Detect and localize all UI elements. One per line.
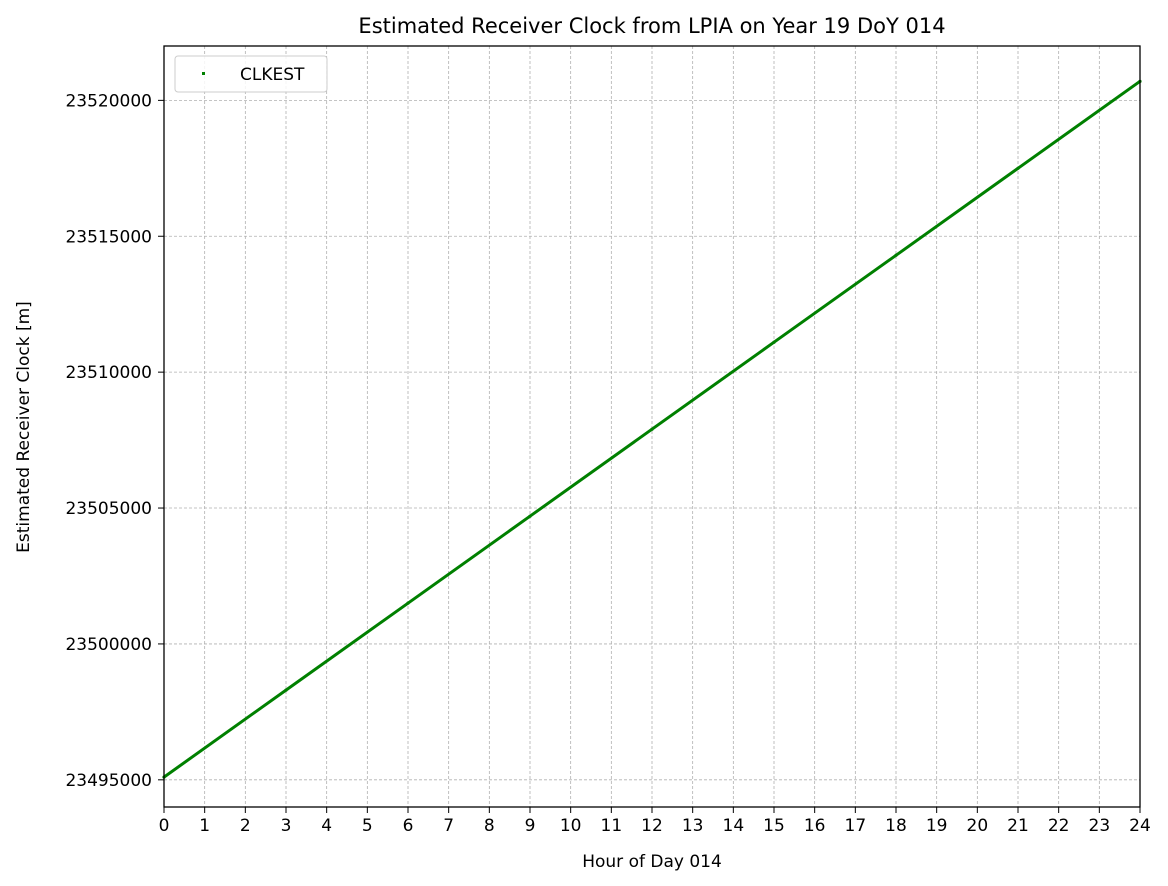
x-tick-label: 8 [484,816,495,836]
y-axis-label: Estimated Receiver Clock [m] [14,301,34,553]
x-tick-label: 1 [199,816,210,836]
y-tick-label: 23510000 [65,363,152,383]
y-tick-label: 23520000 [65,91,152,111]
x-tick-label: 13 [682,816,704,836]
y-tick-label: 23515000 [65,227,152,247]
legend-box [174,55,328,93]
y-tick-label: 23505000 [65,499,152,519]
legend: CLKEST [174,55,328,93]
data-point [772,340,776,344]
x-tick-label: 16 [804,816,826,836]
x-tick-label: 9 [525,816,536,836]
x-tick-label: 22 [1048,816,1070,836]
x-tick-label: 17 [845,816,867,836]
x-tick-label: 7 [443,816,454,836]
x-tick-label: 23 [1089,816,1111,836]
chart-title: Estimated Receiver Clock from LPIA on Ye… [358,14,945,38]
x-tick-label: 6 [403,816,414,836]
y-axis: 23495000 23500000 23505000 23510000 23515000… [65,91,164,791]
x-tick-label: 10 [560,816,582,836]
x-tick-label: 5 [362,816,373,836]
legend-label: CLKEST [240,65,305,85]
y-tick-label: 23495000 [65,771,152,791]
data-point [406,601,410,605]
x-tick-label: 12 [641,816,663,836]
x-tick-label: 21 [1007,816,1029,836]
data-point [894,253,898,257]
x-tick-label: 14 [723,816,745,836]
x-tick-label: 4 [321,816,332,836]
x-tick-label: 2 [240,816,251,836]
x-tick-label: 24 [1129,816,1151,836]
legend-marker [202,72,205,75]
x-tick-label: 18 [885,816,907,836]
x-tick-label: 3 [281,816,292,836]
x-tick-label: 19 [926,816,948,836]
data-point [1016,166,1020,170]
data-point [528,514,532,518]
x-axis-label: Hour of Day 014 [582,852,722,872]
x-tick-label: 20 [967,816,989,836]
y-tick-label: 23500000 [65,635,152,655]
x-tick-label: 11 [601,816,623,836]
x-tick-label: 0 [159,816,170,836]
data-point [284,688,288,692]
x-axis: 0 1 2 3 4 5 6 7 8 9 10 11 12 13 14 15 16 17 18 19 20 21 22 23 24 [159,807,1151,836]
x-tick-label: 15 [763,816,785,836]
data-point [650,427,654,431]
